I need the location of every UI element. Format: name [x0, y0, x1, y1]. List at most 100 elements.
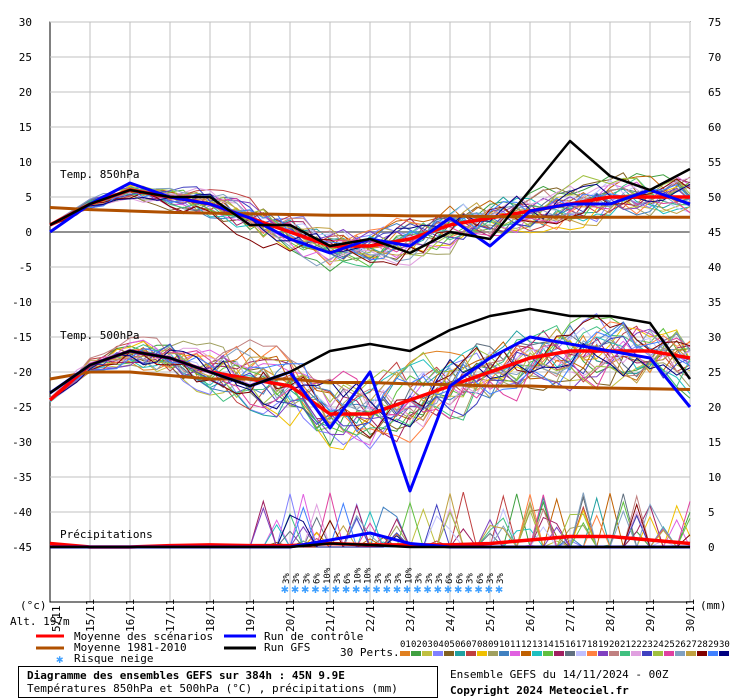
snowflake-icon: ✱: [312, 582, 320, 597]
pert-color-swatch: [554, 651, 564, 656]
snowflake-icon: ✱: [424, 582, 432, 597]
snow-risk-row: 3%✱3%✱3%✱6%✱10%✱3%✱6%✱10%✱10%✱3%✱3%✱3%✱1…: [281, 567, 506, 597]
pert-number: 29: [708, 640, 719, 650]
series-precip-run-gfs: [50, 542, 690, 549]
pert-color-swatch: [708, 651, 718, 656]
pert-number: 19: [598, 640, 609, 650]
snowflake-icon: ✱: [434, 582, 442, 597]
right-tick-label: 10: [708, 471, 721, 484]
pert-color-swatch: [499, 651, 509, 656]
perturbation-line: [49, 341, 691, 436]
right-tick-label: 35: [708, 296, 721, 309]
pert-color-swatch: [521, 651, 531, 656]
legend: Moyenne des scénarios Moyenne 1981-2010 …: [36, 630, 400, 666]
left-tick-label: -10: [12, 296, 32, 309]
snowflake-icon: ✱: [352, 582, 360, 597]
date-tick-label: 23/11: [404, 599, 417, 632]
series-t850-moyenne-1981-2010: [49, 206, 690, 219]
pert-number: 18: [587, 640, 598, 650]
left-tick-label: -35: [12, 471, 32, 484]
pert-number: 28: [697, 640, 708, 650]
date-axis: 5/11 15/11 16/11 17/11 18/11 19/11 20/11 21/11 2…: [50, 599, 697, 632]
footer-title: Diagramme des ensembles GEFS sur 384h : …: [27, 669, 345, 682]
pert-color-swatch: [565, 651, 575, 656]
pert-number: 03: [422, 640, 433, 650]
snowflake-icon: ✱: [454, 582, 462, 597]
pert-number: 01: [400, 640, 411, 650]
pert-number: 26: [675, 640, 686, 650]
pert-number: 08: [477, 640, 488, 650]
snow-percent-label: 3%: [415, 573, 425, 584]
pert-number: 22: [631, 640, 642, 650]
pert-color-swatch: [664, 651, 674, 656]
pert-color-swatch: [620, 651, 630, 656]
snow-percent-label: 3%: [384, 573, 394, 584]
snow-percent-label: 10%: [323, 567, 333, 584]
perturbation-line: [49, 187, 691, 256]
left-tick-label: 5: [25, 191, 32, 204]
pert-number: 16: [565, 640, 576, 650]
snowflake-icon: ✱: [414, 582, 422, 597]
pert-number: 02: [411, 640, 422, 650]
footer-run: Ensemble GEFS du 14/11/2024 - 00Z: [450, 668, 669, 681]
snowflake-icon: ✱: [373, 582, 381, 597]
main-series: [48, 139, 692, 549]
pert-color-swatch: [532, 651, 542, 656]
pert-number: 13: [532, 640, 543, 650]
pert-number: 17: [576, 640, 587, 650]
date-tick-label: 29/11: [644, 599, 657, 632]
pert-color-swatch: [543, 651, 553, 656]
right-tick-label: 40: [708, 261, 721, 274]
right-tick-label: 75: [708, 16, 721, 29]
date-tick-label: 19/11: [244, 599, 257, 632]
series-t500-run-gfs: [49, 307, 692, 395]
left-tick-label: -30: [12, 436, 32, 449]
date-tick-label: 18/11: [204, 599, 217, 632]
altitude-label: Alt. 197m: [10, 615, 70, 628]
date-tick-label: 15/11: [84, 599, 97, 632]
legend-gfs: Run GFS: [264, 641, 310, 654]
right-tick-label: 70: [708, 51, 721, 64]
pert-number: 23: [642, 640, 653, 650]
pert-number: 09: [488, 640, 499, 650]
snow-percent-label: 10%: [404, 567, 414, 584]
pert-color-swatch: [686, 651, 696, 656]
date-tick-label: 16/11: [124, 599, 137, 632]
date-tick-label: 24/11: [444, 599, 457, 632]
right-tick-label: 20: [708, 401, 721, 414]
left-tick-label: 15: [19, 121, 32, 134]
t850-label: Temp. 850hPa: [60, 168, 139, 181]
snow-percent-label: 3%: [435, 573, 445, 584]
snowflake-icon: ✱: [403, 582, 411, 597]
snow-percent-label: 6%: [343, 573, 353, 584]
snow-percent-label: 3%: [302, 573, 312, 584]
snow-percent-label: 10%: [364, 567, 374, 584]
grid-lines: [50, 21, 691, 602]
date-tick-label: 25/11: [484, 599, 497, 632]
snowflake-icon: ✱: [444, 582, 452, 597]
snowflake-icon: ✱: [332, 582, 340, 597]
footer-subtitle: Températures 850hPa et 500hPa (°C) , pré…: [27, 682, 398, 695]
footer-box: Diagramme des ensembles GEFS sur 384h : …: [18, 666, 438, 698]
pert-number: 05: [444, 640, 455, 650]
left-tick-label: -15: [12, 331, 32, 344]
right-tick-label: 15: [708, 436, 721, 449]
left-tick-label: 30: [19, 16, 32, 29]
perturbation-line: [49, 340, 691, 447]
right-tick-label: 60: [708, 121, 721, 134]
date-tick-label: 30/11: [684, 599, 697, 632]
footer-copyright: Copyright 2024 Meteociel.fr: [450, 684, 629, 697]
series-t850-run-gfs: [49, 139, 691, 255]
snow-percent-label: 6%: [445, 573, 455, 584]
right-unit: (mm): [700, 599, 727, 612]
right-tick-label: 25: [708, 366, 721, 379]
snow-percent-label: 3%: [486, 573, 496, 584]
pert-number: 30: [719, 640, 730, 650]
perturbation-line: [49, 342, 691, 428]
legend-control: Run de contrôle: [264, 630, 363, 643]
pert-color-swatch: [642, 651, 652, 656]
snowflake-icon: ✱: [363, 582, 371, 597]
pert-color-swatch: [653, 651, 663, 656]
date-tick-label: 20/11: [284, 599, 297, 632]
